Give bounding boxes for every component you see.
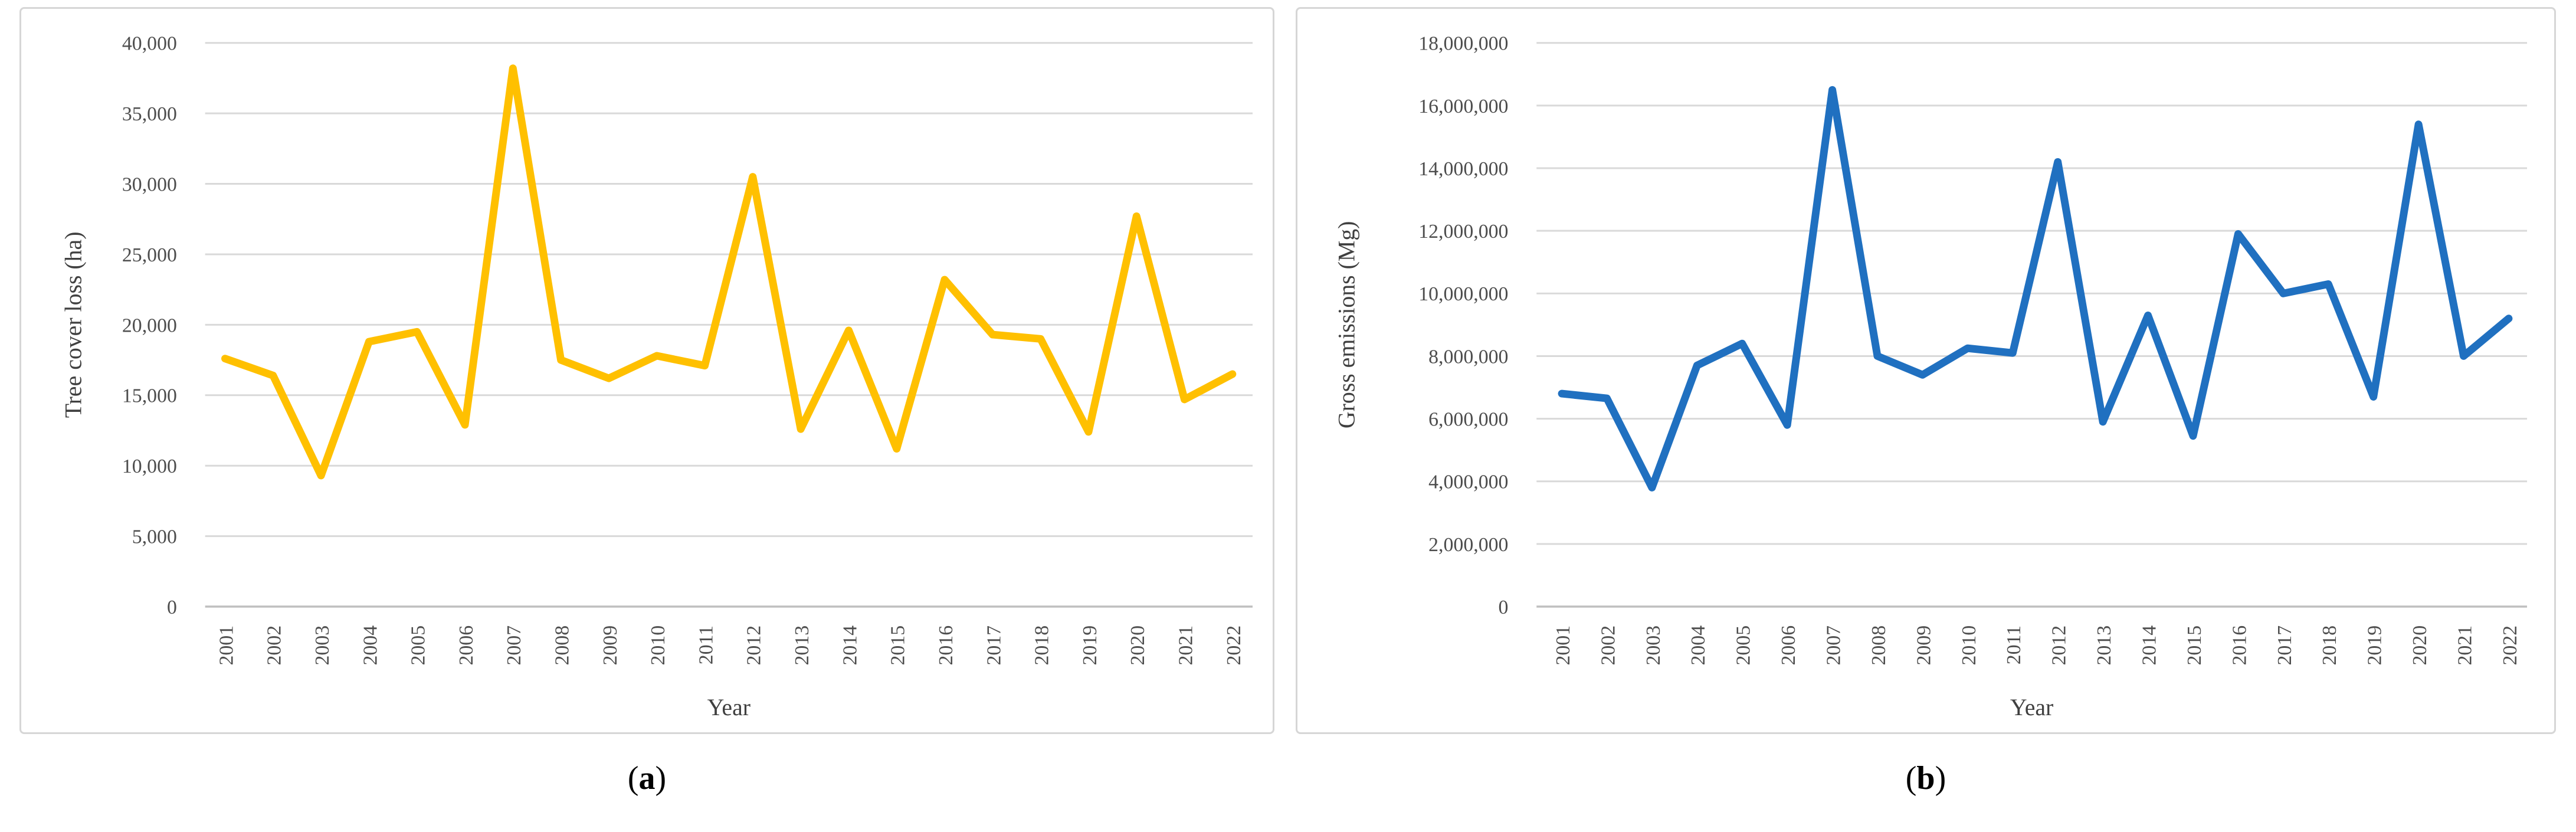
y-tick-label: 40,000 bbox=[122, 33, 177, 55]
x-tick-label: 2013 bbox=[2093, 625, 2115, 666]
x-tick-label: 2020 bbox=[2409, 625, 2431, 666]
x-tick-label: 2006 bbox=[1778, 625, 1800, 666]
chart-panel-b: 0 2,000,000 4,000,000 6,000,000 8,000,000 10,… bbox=[1296, 7, 2556, 734]
x-axis-title-a: Year bbox=[707, 695, 750, 720]
caption-a-paren-open: ( bbox=[627, 760, 639, 797]
x-tick-label: 2021 bbox=[1175, 625, 1197, 666]
x-tick-label: 2020 bbox=[1127, 625, 1149, 666]
y-axis-title-b: Gross emissions (Mg) bbox=[1334, 221, 1360, 429]
x-tick-label: 2018 bbox=[2319, 625, 2341, 666]
x-tick-label: 2014 bbox=[839, 625, 861, 666]
y-tick-label: 15,000 bbox=[122, 385, 177, 407]
x-tick-label: 2003 bbox=[1643, 625, 1664, 666]
x-tick-label: 2022 bbox=[1223, 625, 1245, 666]
y-tick-label: 30,000 bbox=[122, 173, 177, 195]
x-axis-title-b: Year bbox=[2010, 695, 2053, 720]
x-tick-label: 2008 bbox=[1868, 625, 1890, 666]
x-tick-label: 2015 bbox=[2184, 625, 2205, 666]
x-tick-label: 2001 bbox=[215, 625, 237, 666]
x-tick-label: 2001 bbox=[1552, 625, 1574, 666]
x-tick-label: 2002 bbox=[1597, 625, 1619, 666]
y-tick-label: 20,000 bbox=[122, 315, 177, 336]
caption-b-paren-close: ) bbox=[1935, 760, 1946, 797]
x-tick-label: 2006 bbox=[455, 625, 477, 666]
y-tick-label: 16,000,000 bbox=[1418, 96, 1508, 117]
x-tick-label: 2005 bbox=[408, 625, 430, 666]
x-tick-label: 2014 bbox=[2138, 625, 2160, 666]
x-tick-label: 2010 bbox=[1958, 625, 1980, 666]
x-tick-label: 2022 bbox=[2499, 625, 2521, 666]
x-tick-label: 2007 bbox=[1823, 625, 1845, 666]
x-tick-label: 2011 bbox=[695, 625, 717, 664]
y-axis-title-a: Tree cover loss (ha) bbox=[61, 232, 87, 418]
x-tick-label: 2010 bbox=[647, 625, 669, 666]
x-tick-label: 2012 bbox=[743, 625, 765, 666]
y-tick-label: 4,000,000 bbox=[1428, 471, 1508, 493]
y-tick-label: 12,000,000 bbox=[1418, 221, 1508, 243]
x-tick-label: 2015 bbox=[887, 625, 909, 666]
y-tick-label: 35,000 bbox=[122, 103, 177, 125]
x-tick-label: 2016 bbox=[2228, 625, 2250, 666]
x-tick-label: 2004 bbox=[359, 625, 381, 666]
data-line-a bbox=[221, 64, 1237, 480]
x-tick-label: 2003 bbox=[312, 625, 333, 666]
x-tick-label: 2009 bbox=[599, 625, 621, 666]
data-line-b bbox=[1558, 86, 2513, 492]
caption-a-paren-close: ) bbox=[655, 760, 667, 797]
chart-panel-a: 0 5,000 10,000 15,000 20,000 25,000 30,000 35,0… bbox=[19, 7, 1274, 734]
caption-b-letter: b bbox=[1916, 760, 1935, 797]
y-tick-label: 5,000 bbox=[132, 526, 177, 548]
caption-a-letter: a bbox=[638, 760, 656, 797]
x-tick-label: 2017 bbox=[2274, 625, 2296, 666]
x-tick-label: 2005 bbox=[1733, 625, 1755, 666]
y-tick-label: 25,000 bbox=[122, 244, 177, 266]
x-tick-label: 2019 bbox=[2364, 625, 2386, 666]
y-tick-label: 18,000,000 bbox=[1418, 33, 1508, 55]
x-tick-label: 2011 bbox=[2003, 625, 2025, 664]
x-tick-label: 2009 bbox=[1913, 625, 1935, 666]
caption-b: (b) bbox=[1296, 746, 2556, 811]
x-tick-label: 2019 bbox=[1079, 625, 1101, 666]
x-tick-label: 2002 bbox=[264, 625, 286, 666]
x-tick-label: 2007 bbox=[503, 625, 525, 666]
y-tick-label: 14,000,000 bbox=[1418, 158, 1508, 180]
x-tick-label: 2017 bbox=[983, 625, 1005, 666]
x-tick-label: 2016 bbox=[935, 625, 957, 666]
x-tick-label: 2012 bbox=[2049, 625, 2070, 666]
caption-b-paren-open: ( bbox=[1905, 760, 1917, 797]
y-tick-label: 0 bbox=[1499, 597, 1509, 618]
x-tick-label: 2004 bbox=[1687, 625, 1709, 666]
y-tick-label: 0 bbox=[167, 597, 177, 618]
y-tick-label: 10,000 bbox=[122, 456, 177, 477]
line-chart-b: 0 2,000,000 4,000,000 6,000,000 8,000,000 10,… bbox=[1334, 33, 2528, 720]
x-tick-label: 2013 bbox=[791, 625, 813, 666]
y-tick-label: 10,000,000 bbox=[1418, 283, 1508, 305]
y-tick-label: 6,000,000 bbox=[1428, 409, 1508, 431]
y-tick-label: 2,000,000 bbox=[1428, 534, 1508, 556]
x-tick-label: 2021 bbox=[2454, 625, 2476, 666]
line-chart-a: 0 5,000 10,000 15,000 20,000 25,000 30,000 35,0… bbox=[61, 33, 1253, 720]
x-tick-label: 2008 bbox=[552, 625, 573, 666]
caption-a: (a) bbox=[19, 746, 1274, 811]
y-tick-label: 8,000,000 bbox=[1428, 346, 1508, 368]
x-tick-label: 2018 bbox=[1031, 625, 1053, 666]
